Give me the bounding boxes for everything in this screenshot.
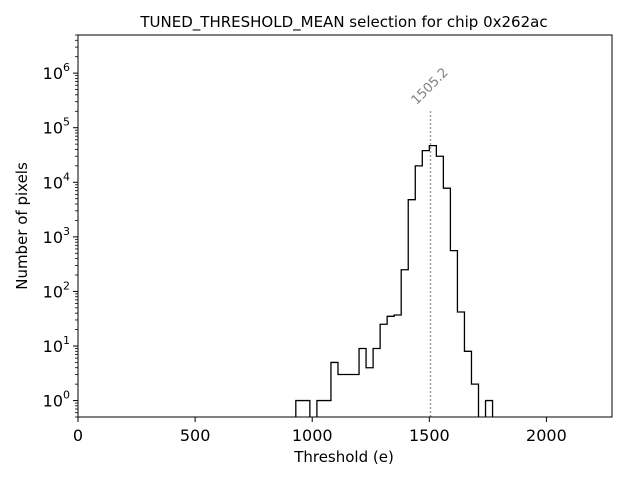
histogram-bin bbox=[415, 166, 422, 417]
y-tick-label: 102 bbox=[43, 279, 70, 301]
plot-area bbox=[295, 111, 494, 417]
histogram-bin bbox=[303, 401, 310, 417]
axes: 1505.2 0 500 1000 1500 2000 100 101 102 103 104 105… bbox=[43, 34, 613, 445]
histogram-bin bbox=[401, 270, 408, 417]
x-tick-label: 2000 bbox=[526, 426, 567, 445]
histogram-bin bbox=[486, 401, 493, 417]
histogram-bin bbox=[464, 351, 471, 417]
histogram-bin bbox=[394, 315, 401, 417]
histogram-bin bbox=[352, 375, 359, 417]
histogram-bin bbox=[373, 348, 380, 417]
histogram-bin bbox=[296, 401, 303, 417]
y-tick-label: 105 bbox=[43, 116, 70, 138]
y-tick-label: 106 bbox=[43, 61, 70, 83]
histogram-bin bbox=[324, 401, 331, 417]
y-tick-label: 103 bbox=[43, 225, 70, 247]
histogram-bin bbox=[338, 375, 345, 417]
histogram-bin bbox=[380, 324, 387, 417]
histogram-step-line bbox=[295, 144, 494, 417]
histogram-bin bbox=[457, 312, 464, 417]
histogram-bin bbox=[443, 188, 450, 417]
y-tick-label: 100 bbox=[43, 389, 70, 411]
histogram-bin bbox=[387, 316, 394, 417]
plot-frame bbox=[77, 34, 613, 418]
x-tick-label: 1000 bbox=[292, 426, 333, 445]
histogram-bin bbox=[345, 375, 352, 417]
x-axis-label: Threshold (e) bbox=[293, 448, 394, 466]
histogram-bin bbox=[450, 251, 457, 417]
y-tick-label: 104 bbox=[43, 170, 70, 192]
y-tick-label: 101 bbox=[43, 334, 70, 356]
histogram-bin bbox=[436, 156, 443, 417]
histogram-bin bbox=[331, 362, 338, 417]
histogram-bin bbox=[359, 348, 366, 417]
x-tick-label: 500 bbox=[180, 426, 211, 445]
histogram-bin bbox=[471, 384, 478, 417]
x-tick-label: 1500 bbox=[409, 426, 450, 445]
chart-title: TUNED_THRESHOLD_MEAN selection for chip … bbox=[139, 13, 547, 32]
histogram-bin bbox=[366, 368, 373, 417]
mean-threshold-label: 1505.2 bbox=[409, 65, 452, 108]
x-tick-label: 0 bbox=[73, 426, 83, 445]
histogram-bin bbox=[317, 401, 324, 417]
histogram-bin bbox=[422, 151, 429, 417]
histogram-bin bbox=[408, 200, 415, 417]
y-axis-label: Number of pixels bbox=[13, 162, 31, 290]
